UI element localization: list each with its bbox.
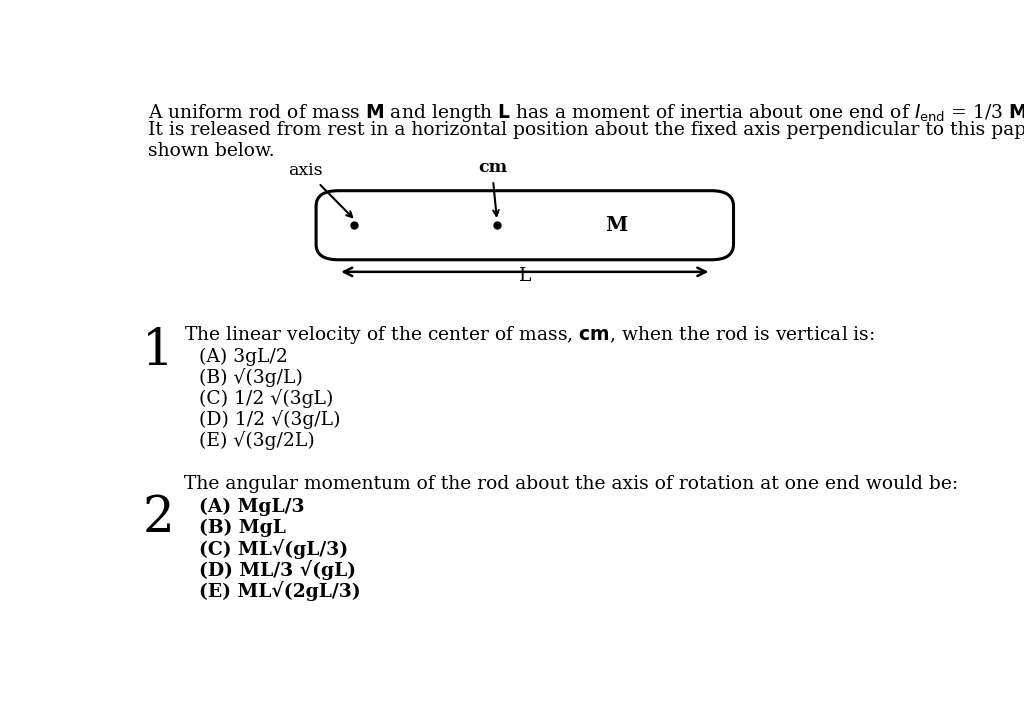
Text: L: L xyxy=(518,267,531,286)
Text: shown below.: shown below. xyxy=(147,142,274,160)
FancyBboxPatch shape xyxy=(316,191,733,260)
Text: The angular momentum of the rod about the axis of rotation at one end would be:: The angular momentum of the rod about th… xyxy=(183,475,957,493)
Text: (B) √(3g/L): (B) √(3g/L) xyxy=(200,368,303,387)
Text: (C) ML√(gL/3): (C) ML√(gL/3) xyxy=(200,540,348,560)
Text: A uniform rod of mass $\mathbf{M}$ and length $\mathbf{L}$ has a moment of inert: A uniform rod of mass $\mathbf{M}$ and l… xyxy=(147,99,1024,125)
Text: cm: cm xyxy=(478,159,508,176)
Text: 1: 1 xyxy=(142,327,174,376)
Text: It is released from rest in a horizontal position about the fixed axis perpendic: It is released from rest in a horizontal… xyxy=(147,120,1024,139)
Text: (E) √(3g/2L): (E) √(3g/2L) xyxy=(200,431,315,450)
Text: axis: axis xyxy=(288,162,323,179)
Text: M: M xyxy=(605,215,628,235)
Text: The linear velocity of the center of mass, $\mathbf{cm}$, when the rod is vertic: The linear velocity of the center of mas… xyxy=(183,324,874,346)
Text: (A) MgL/3: (A) MgL/3 xyxy=(200,498,305,516)
Text: (A) 3gL/2: (A) 3gL/2 xyxy=(200,347,289,366)
Text: (D) ML/3 √(gL): (D) ML/3 √(gL) xyxy=(200,560,356,580)
Text: (E) ML√(2gL/3): (E) ML√(2gL/3) xyxy=(200,581,361,601)
Text: (C) 1/2 √(3gL): (C) 1/2 √(3gL) xyxy=(200,389,334,408)
Text: 2: 2 xyxy=(142,494,174,543)
Text: (B) MgL: (B) MgL xyxy=(200,518,287,537)
Text: (D) 1/2 √(3g/L): (D) 1/2 √(3g/L) xyxy=(200,410,341,429)
